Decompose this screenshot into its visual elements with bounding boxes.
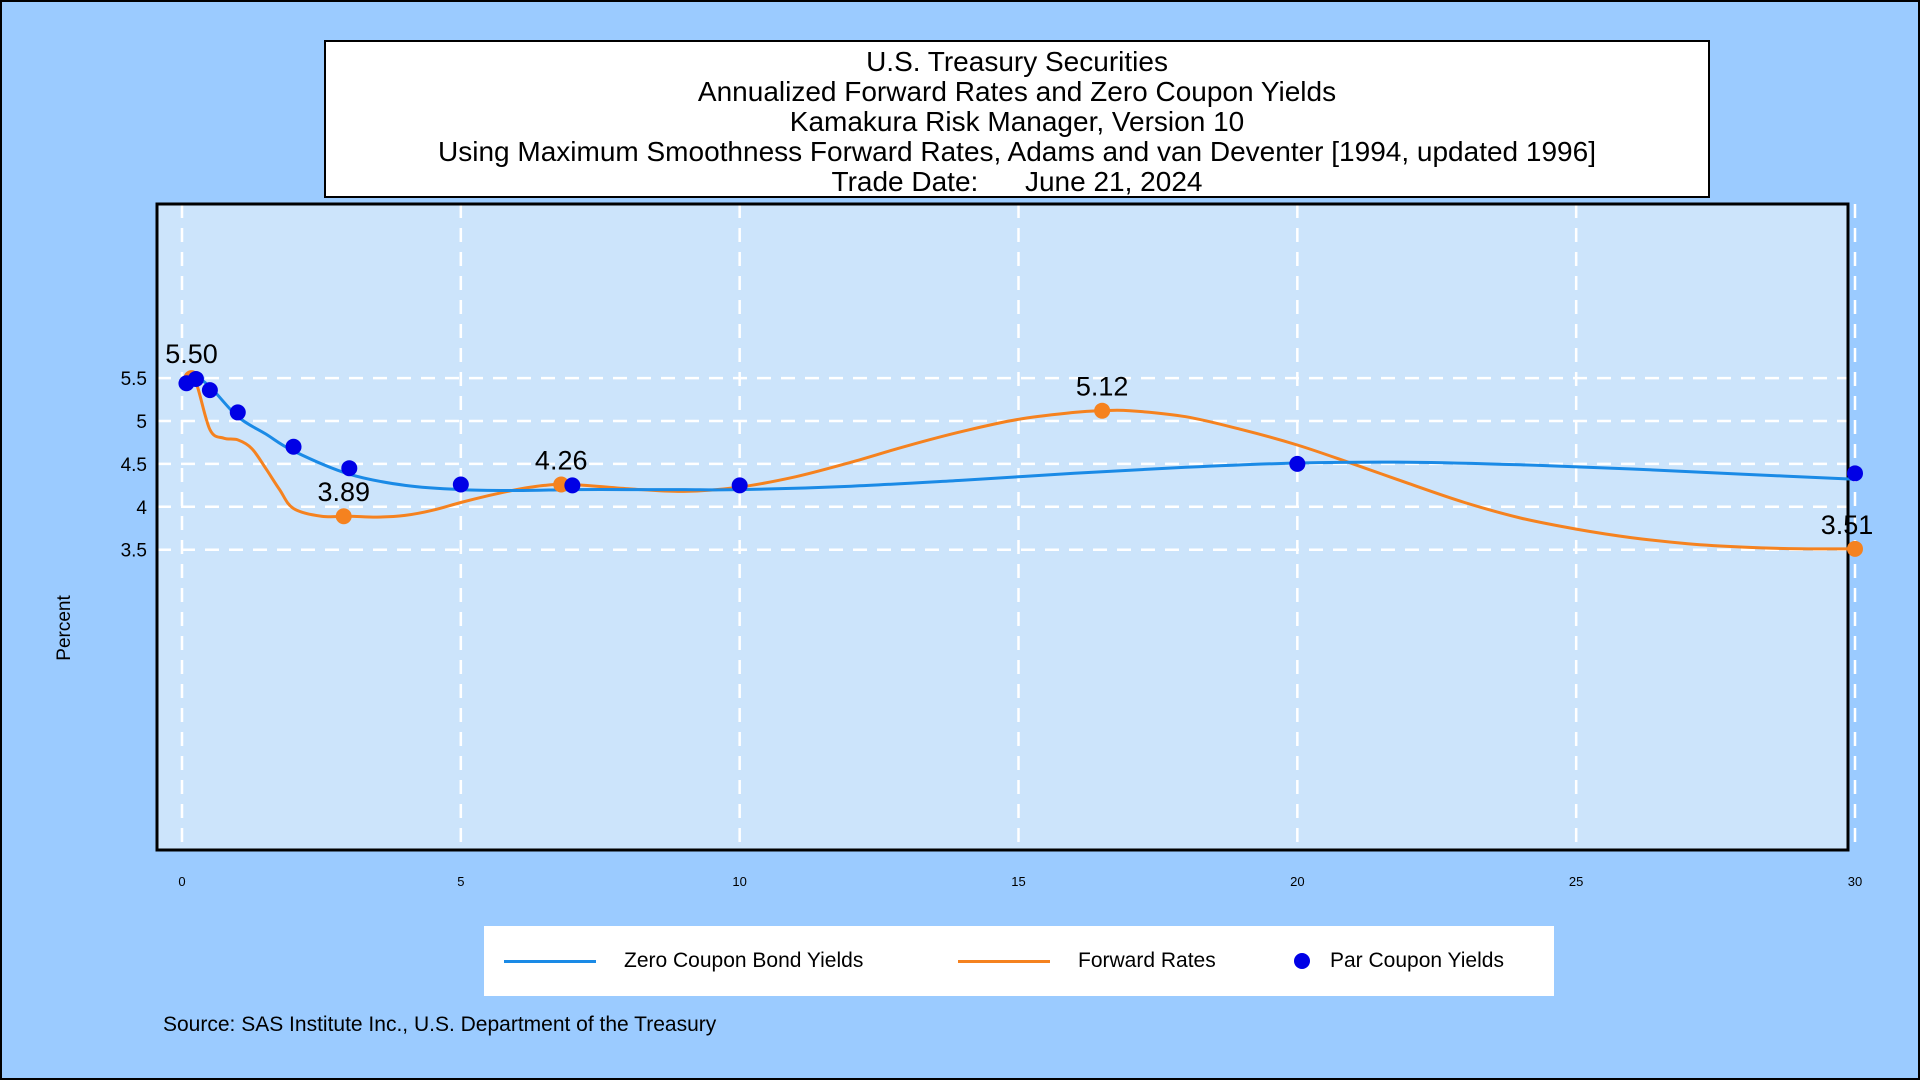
x-tick-label: 15 bbox=[1011, 874, 1025, 889]
y-tick-label: 5.5 bbox=[121, 369, 147, 390]
par-coupon-yield-point bbox=[187, 370, 204, 387]
par-coupon-yield-point bbox=[1289, 455, 1306, 472]
title-line: Using Maximum Smoothness Forward Rates, … bbox=[438, 136, 1596, 167]
data-label: 3.89 bbox=[317, 477, 370, 507]
par-coupon-yield-point bbox=[285, 438, 302, 455]
par-coupon-yield-point bbox=[201, 382, 218, 399]
x-tick-label: 25 bbox=[1569, 874, 1583, 889]
legend-line-swatch bbox=[504, 959, 596, 963]
data-label: 3.51 bbox=[1821, 510, 1874, 540]
title-line: Trade Date: June 21, 2024 bbox=[831, 166, 1203, 197]
legend-item-par: Par Coupon Yields bbox=[1294, 926, 1504, 996]
title-line: Kamakura Risk Manager, Version 10 bbox=[789, 106, 1245, 137]
y-tick-label: 4 bbox=[136, 498, 147, 519]
x-tick-label: 20 bbox=[1290, 874, 1304, 889]
legend-line-swatch bbox=[958, 959, 1050, 963]
marker-layer bbox=[178, 370, 1863, 557]
forward-rate-marker bbox=[335, 508, 352, 525]
legend: Zero Coupon Bond Yields Forward Rates Pa… bbox=[484, 926, 1554, 996]
legend-label: Forward Rates bbox=[1078, 949, 1216, 972]
annotation-layer: 5.50 3.89 4.26 5.12 3.51 bbox=[165, 339, 1873, 540]
x-tick-label: 30 bbox=[1848, 874, 1862, 889]
par-coupon-yield-point bbox=[564, 477, 581, 494]
forward-rate-marker bbox=[1847, 540, 1863, 557]
data-label: 4.26 bbox=[535, 445, 588, 475]
data-label: 5.50 bbox=[165, 339, 218, 369]
source-note: Source: SAS Institute Inc., U.S. Departm… bbox=[163, 1013, 717, 1036]
y-tick-label: 5 bbox=[136, 412, 147, 433]
y-tick-label: 4.5 bbox=[121, 455, 147, 476]
forward-rate-marker bbox=[1094, 402, 1111, 419]
axes: 0 5 10 15 20 25 30 3.5 4 4.5 5 5.5 bbox=[121, 369, 1863, 889]
x-tick-label: 5 bbox=[457, 874, 464, 889]
y-tick-label: 3.5 bbox=[121, 541, 147, 562]
data-label: 5.12 bbox=[1076, 372, 1129, 402]
par-coupon-yield-point bbox=[1847, 465, 1863, 482]
par-coupon-yield-point bbox=[452, 476, 469, 493]
x-tick-label: 0 bbox=[178, 874, 185, 889]
legend-item-forward: Forward Rates bbox=[958, 926, 1216, 996]
x-tick-label: 10 bbox=[732, 874, 746, 889]
legend-label: Par Coupon Yields bbox=[1330, 949, 1504, 972]
y-axis-label: Percent bbox=[54, 595, 75, 661]
legend-label: Zero Coupon Bond Yields bbox=[624, 949, 864, 972]
chart-title-box: U.S. Treasury Securities Annualized Forw… bbox=[324, 40, 1710, 198]
par-coupon-yield-point bbox=[229, 404, 246, 421]
title-line: U.S. Treasury Securities bbox=[866, 46, 1168, 77]
plot-frame bbox=[155, 202, 1850, 852]
plot-area bbox=[157, 204, 1848, 850]
par-coupon-yield-point bbox=[341, 460, 358, 477]
legend-item-zero-coupon: Zero Coupon Bond Yields bbox=[504, 926, 863, 996]
title-line: Annualized Forward Rates and Zero Coupon… bbox=[697, 76, 1337, 107]
legend-dot-swatch bbox=[1294, 953, 1310, 969]
par-coupon-yield-point bbox=[731, 477, 748, 494]
